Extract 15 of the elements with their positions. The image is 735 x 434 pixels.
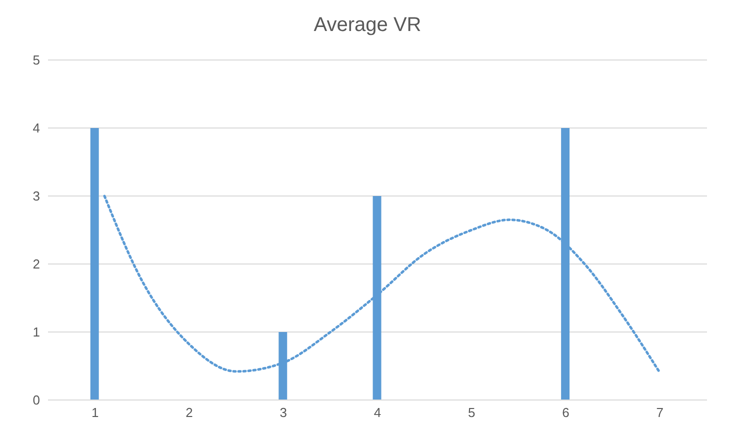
x-tick-label: 4 xyxy=(374,405,382,420)
y-tick-label: 3 xyxy=(32,188,40,204)
y-tick-label: 0 xyxy=(32,392,40,408)
x-tick-label: 5 xyxy=(468,405,476,420)
chart-title: Average VR xyxy=(312,13,422,38)
y-tick-label: 4 xyxy=(32,120,40,136)
y-tick-label: 5 xyxy=(32,52,40,68)
bar xyxy=(90,128,99,400)
x-tick-label: 7 xyxy=(656,405,664,420)
y-tick-label: 2 xyxy=(32,256,40,272)
x-tick-label: 1 xyxy=(91,405,99,420)
x-tick-label: 6 xyxy=(562,405,570,420)
x-tick-label: 2 xyxy=(186,405,193,420)
y-tick-label: 1 xyxy=(32,324,40,340)
x-tick-label: 3 xyxy=(280,405,287,420)
